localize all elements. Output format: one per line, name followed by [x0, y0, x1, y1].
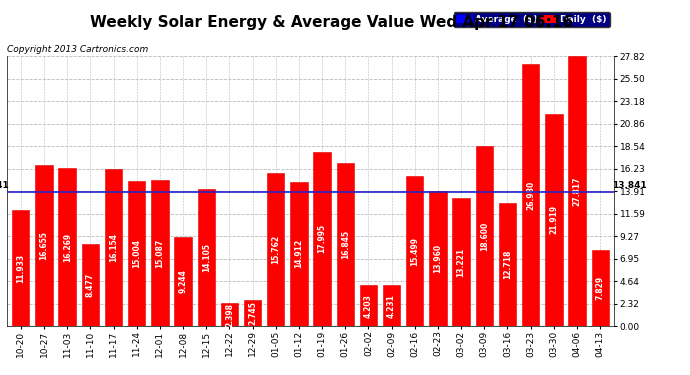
Text: 21.919: 21.919: [549, 206, 558, 234]
Bar: [475, 146, 493, 326]
Bar: [221, 303, 238, 326]
Bar: [244, 300, 262, 326]
Text: Copyright 2013 Cartronics.com: Copyright 2013 Cartronics.com: [7, 45, 148, 54]
Bar: [81, 244, 99, 326]
Text: 26.980: 26.980: [526, 181, 535, 210]
Bar: [337, 163, 354, 326]
Text: 13.221: 13.221: [457, 248, 466, 277]
Bar: [35, 165, 52, 326]
Bar: [406, 176, 424, 326]
Text: 15.762: 15.762: [271, 235, 280, 264]
Text: 13.841: 13.841: [0, 182, 9, 190]
Text: 27.817: 27.817: [573, 177, 582, 206]
Bar: [290, 182, 308, 326]
Bar: [105, 170, 122, 326]
Bar: [267, 173, 284, 326]
Text: 15.499: 15.499: [411, 237, 420, 266]
Text: 16.845: 16.845: [341, 230, 350, 259]
Text: 7.829: 7.829: [595, 276, 604, 300]
Bar: [383, 285, 400, 326]
Text: 13.841: 13.841: [612, 182, 647, 190]
Bar: [12, 210, 30, 326]
Text: 15.004: 15.004: [132, 239, 141, 268]
Bar: [59, 168, 76, 326]
Bar: [197, 189, 215, 326]
Bar: [313, 152, 331, 326]
Text: 16.154: 16.154: [109, 233, 118, 262]
Text: Weekly Solar Energy & Average Value Wed Apr 17 06:16: Weekly Solar Energy & Average Value Wed …: [90, 15, 573, 30]
Text: 4.231: 4.231: [387, 294, 396, 318]
Text: 8.477: 8.477: [86, 273, 95, 297]
Bar: [591, 250, 609, 326]
Text: 16.269: 16.269: [63, 233, 72, 262]
Bar: [569, 56, 586, 326]
Bar: [453, 198, 470, 326]
Text: 13.960: 13.960: [433, 244, 442, 273]
Bar: [429, 191, 446, 326]
Text: 12.718: 12.718: [503, 250, 512, 279]
Text: 14.912: 14.912: [295, 239, 304, 268]
Text: 2.745: 2.745: [248, 301, 257, 325]
Legend: Average  ($), Daily  ($): Average ($), Daily ($): [453, 12, 609, 27]
Bar: [175, 237, 192, 326]
Bar: [151, 180, 168, 326]
Bar: [128, 181, 146, 326]
Text: 18.600: 18.600: [480, 221, 489, 251]
Text: 14.105: 14.105: [201, 243, 210, 272]
Text: 11.933: 11.933: [17, 254, 26, 283]
Text: 9.244: 9.244: [179, 270, 188, 293]
Text: 4.203: 4.203: [364, 294, 373, 318]
Bar: [545, 114, 562, 326]
Bar: [522, 64, 540, 326]
Text: 16.655: 16.655: [39, 231, 48, 260]
Text: 17.995: 17.995: [317, 224, 326, 254]
Text: 15.087: 15.087: [155, 238, 164, 268]
Bar: [499, 203, 516, 326]
Text: 2.398: 2.398: [225, 303, 234, 327]
Bar: [359, 285, 377, 326]
